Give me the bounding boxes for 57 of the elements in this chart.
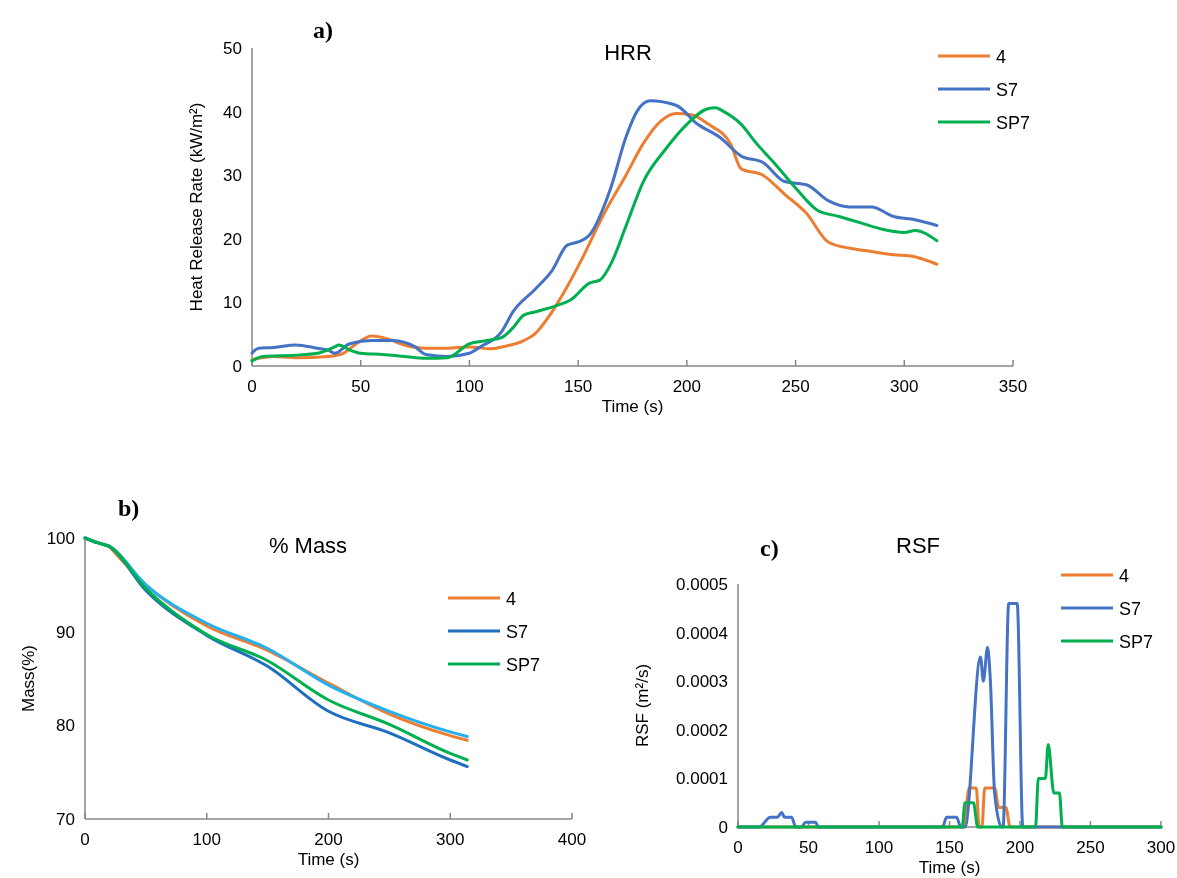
chart-title: HRR [604,40,652,65]
y-axis-title: RSF (m²/s) [633,663,652,748]
x-tick-label: 0 [80,830,90,849]
y-axis-title: Mass(%) [19,644,38,713]
chart-title: % Mass [268,533,348,558]
x-tick-label: 200 [672,377,702,396]
x-tick-label: 150 [563,377,593,396]
y-tick-label: 0 [232,357,242,376]
x-tick-label: 300 [1146,838,1176,857]
x-tick-label: 250 [781,377,810,396]
text: c) [760,535,779,561]
y-tick-label: 30 [223,166,242,186]
text: b) [118,495,140,521]
x-axis-title: Time (s) [601,397,664,416]
x-tick-label: 150 [935,838,964,857]
y-tick-label: 0.0004 [676,623,728,643]
chart-title: RSF [896,533,940,558]
y-tick-label: 50 [223,39,242,58]
legend-label: SP7 [506,655,541,675]
legend-label: S7 [996,80,1019,100]
x-tick-label: 250 [1076,838,1105,857]
x-tick-label: 100 [192,830,221,849]
x-tick-label: 50 [799,838,818,857]
legend-label: SP7 [1119,632,1154,652]
y-tick-label: 0 [718,818,728,837]
y-tick-label: 90 [56,622,75,642]
y-axis-title: Heat Release Rate (kW/m²) [187,102,206,312]
x-tick-label: 100 [864,838,894,857]
legend-label: S7 [1119,599,1142,619]
y-tick-label: 100 [46,529,75,548]
legend-label: 4 [506,589,517,609]
y-tick-label: 20 [223,229,242,249]
legend-label: SP7 [996,113,1031,133]
y-tick-label: 0.0001 [676,769,728,789]
x-tick-label: 300 [436,830,465,849]
x-tick-label: 0 [247,377,257,396]
x-tick-label: 400 [557,830,587,849]
x-tick-label: 100 [455,377,484,396]
x-tick-label: 200 [314,830,343,849]
x-tick-label: 0 [733,838,743,857]
text: a) [313,17,333,43]
y-tick-label: 0.0002 [676,720,728,740]
x-tick-label: 300 [890,377,919,396]
legend-label: S7 [506,622,529,642]
legend-label: 4 [996,47,1007,67]
x-tick-label: 200 [1005,838,1035,857]
y-tick-label: 80 [56,716,75,736]
y-tick-label: 0.0005 [676,575,728,594]
legend-label: 4 [1119,566,1130,586]
x-tick-label: 50 [351,377,371,396]
x-tick-label: 350 [998,377,1028,396]
x-axis-title: Time (s) [297,850,360,869]
y-tick-label: 40 [223,102,242,122]
x-axis-title: Time (s) [918,858,981,877]
y-tick-label: 70 [56,810,75,829]
y-tick-label: 0.0003 [676,672,728,692]
y-tick-label: 10 [223,293,242,313]
